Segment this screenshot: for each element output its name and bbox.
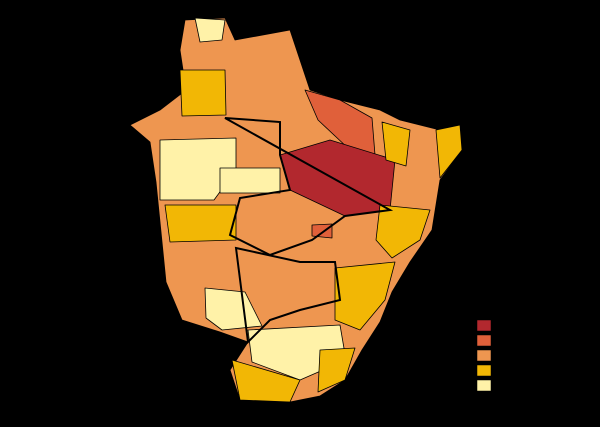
district-border <box>224 117 394 257</box>
legend-label: – 29 <box>494 382 513 392</box>
region <box>381 121 411 167</box>
region <box>435 124 463 179</box>
legend-swatch <box>476 319 492 332</box>
legend-swatch <box>476 379 492 392</box>
region <box>164 204 237 243</box>
legend-swatch <box>476 364 492 377</box>
region <box>179 69 227 117</box>
region <box>194 17 226 43</box>
legend-label: 50 – 99 <box>494 352 527 362</box>
district-border <box>234 246 342 345</box>
region <box>311 223 333 239</box>
legend-swatch <box>476 334 492 347</box>
region <box>204 287 263 331</box>
region <box>219 167 281 194</box>
regions <box>129 17 463 403</box>
region <box>231 359 301 403</box>
legend-label: 30 – 49 <box>494 367 527 377</box>
legend-label: 200 – <box>494 322 519 332</box>
legend-title: 人/km² <box>478 303 508 314</box>
legend-label: 100 – 199 <box>494 337 539 347</box>
legend: 人/km² 200 – 100 – 199 50 – 99 30 – 49 – 29 <box>476 303 539 392</box>
region <box>334 261 396 331</box>
region <box>375 204 431 259</box>
legend-swatch <box>476 349 492 362</box>
region <box>317 347 356 393</box>
